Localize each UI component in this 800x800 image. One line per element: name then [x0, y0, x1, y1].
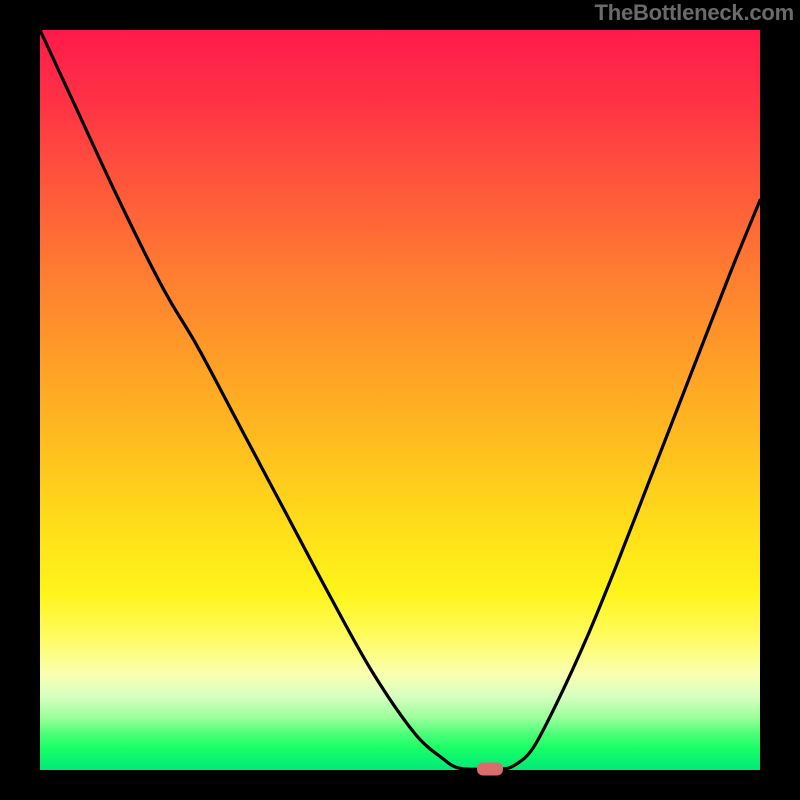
bottleneck-curve — [40, 30, 760, 770]
optimum-marker — [477, 763, 503, 776]
plot-area — [40, 30, 760, 770]
watermark-text: TheBottleneck.com — [594, 0, 794, 26]
outer-frame: TheBottleneck.com — [0, 0, 800, 800]
marker-pill — [477, 763, 503, 776]
curve-path — [40, 30, 760, 770]
